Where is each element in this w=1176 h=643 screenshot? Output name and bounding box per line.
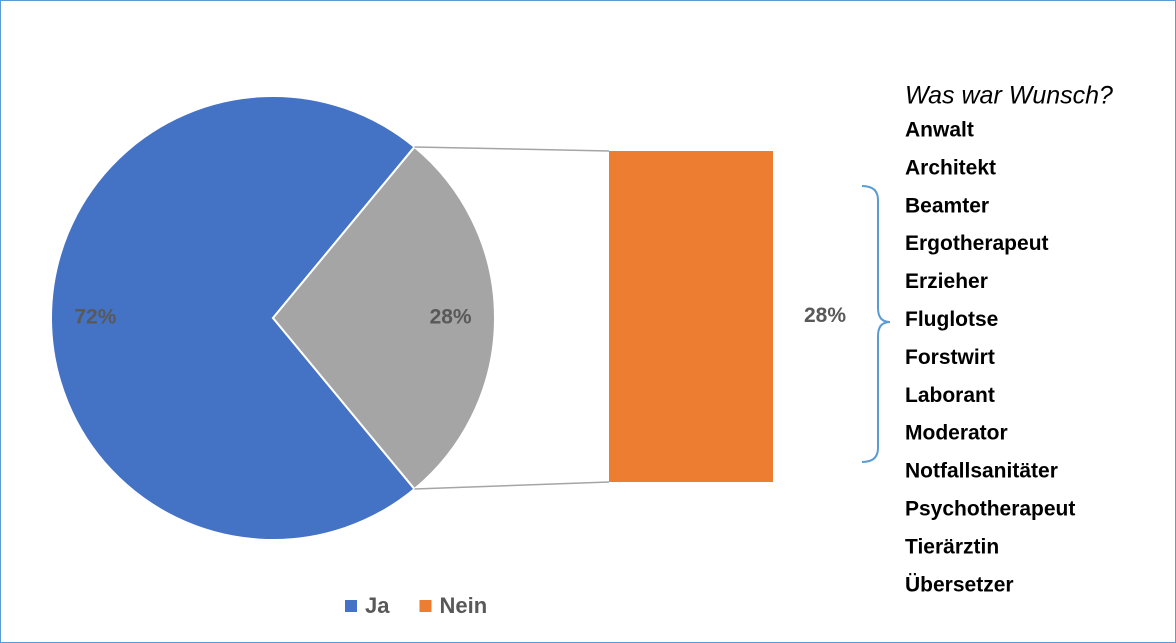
legend-swatch	[345, 600, 357, 612]
legend-label: Ja	[365, 593, 390, 618]
bar	[609, 151, 773, 482]
annotation-item: Forstwirt	[905, 346, 995, 369]
annotation-item: Übersetzer	[905, 573, 1014, 596]
annotation-item: Ergotherapeut	[905, 232, 1049, 255]
annotation-item: Erzieher	[905, 270, 988, 293]
connector	[414, 481, 610, 490]
data-label: 28%	[430, 306, 472, 329]
data-label: 72%	[74, 306, 116, 329]
annotation-item: Fluglotse	[905, 308, 998, 331]
brace	[861, 185, 891, 463]
legend-label: Nein	[439, 593, 487, 618]
connector	[414, 146, 610, 152]
data-label: 28%	[804, 304, 846, 327]
legend-swatch	[419, 600, 432, 612]
annotation-item: Laborant	[905, 384, 995, 407]
annotation-item: Tierärztin	[905, 535, 999, 558]
annotation-item: Notfallsanitäter	[905, 460, 1058, 483]
pie-slice-other	[271, 145, 496, 491]
annotation-item: Moderator	[905, 422, 1008, 445]
annotation-item: Architekt	[905, 156, 996, 179]
annotation-title: Was war Wunsch?	[905, 82, 1113, 110]
annotation-item: Psychotherapeut	[905, 498, 1075, 521]
pie-slice	[50, 95, 416, 541]
annotation-item: Anwalt	[905, 119, 974, 142]
annotation-item: Beamter	[905, 194, 989, 217]
